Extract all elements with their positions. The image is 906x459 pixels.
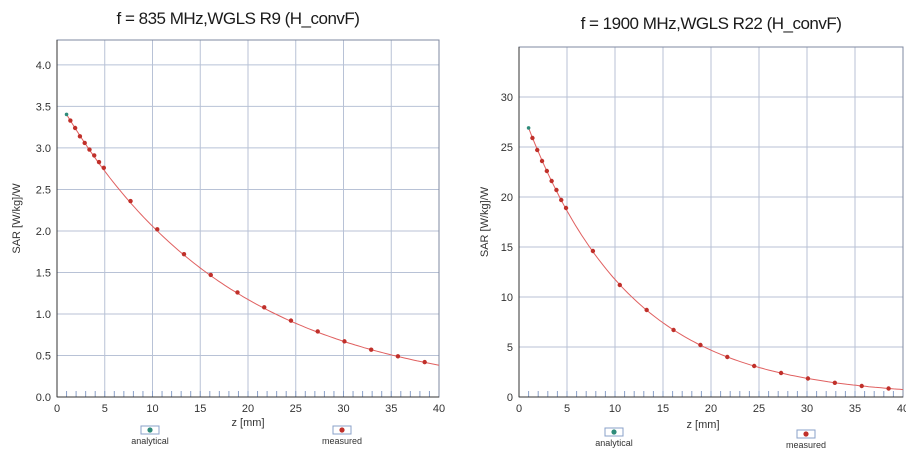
x-tick-label: 10 <box>146 403 158 415</box>
measured-point <box>617 282 622 288</box>
y-axis-label: SAR [W/kg]/W <box>479 186 491 257</box>
y-tick-label: 0 <box>507 392 513 404</box>
x-tick-label: 0 <box>516 403 522 415</box>
legend-measured: measured <box>786 429 826 450</box>
measured-point <box>128 198 133 204</box>
measured-point <box>554 187 559 193</box>
measured-point <box>859 383 864 389</box>
legend-analytical-label: analytical <box>595 438 633 448</box>
measured-point <box>315 329 320 334</box>
measured-point <box>563 205 569 211</box>
measured-point <box>342 339 347 344</box>
x-tick-label: 15 <box>657 403 669 415</box>
measured-point <box>155 227 160 232</box>
legend-analytical: analytical <box>131 425 169 446</box>
y-tick-label: 0.5 <box>36 350 51 362</box>
x-tick-label: 5 <box>564 403 570 415</box>
measured-point <box>671 327 676 333</box>
measured-point <box>77 134 83 139</box>
y-tick-label: 5 <box>507 342 513 354</box>
measured-point <box>96 159 102 165</box>
measured-point <box>698 342 703 348</box>
legend-measured-marker <box>339 427 345 433</box>
measured-point <box>92 153 97 158</box>
y-tick-label: 3.5 <box>36 101 51 113</box>
x-tick-label: 10 <box>609 403 621 415</box>
x-tick-label: 0 <box>54 403 60 415</box>
analytical-point <box>64 112 69 117</box>
y-tick-label: 15 <box>501 242 513 254</box>
x-tick-label: 25 <box>753 403 765 415</box>
measured-point <box>208 272 213 278</box>
y-tick-label: 10 <box>501 292 513 304</box>
legend-analytical-marker <box>611 429 617 435</box>
measured-point <box>422 359 427 365</box>
measured-point <box>886 386 891 391</box>
measured-point <box>778 370 784 376</box>
x-tick-label: 30 <box>801 403 813 415</box>
y-tick-label: 2.0 <box>36 226 51 238</box>
legend-measured-label: measured <box>322 436 362 446</box>
x-tick-label: 5 <box>102 403 108 415</box>
measured-point <box>535 147 540 153</box>
measured-point <box>530 135 535 141</box>
legend-measured-label: measured <box>786 440 826 450</box>
x-tick-label: 40 <box>897 403 906 415</box>
measured-point <box>72 125 78 131</box>
y-tick-label: 1.5 <box>36 267 51 279</box>
chart-1: f = 835 MHz,WGLS R9 (H_convF) 0 5 10 15 20 25 3… <box>11 9 445 446</box>
analytical-curve <box>528 127 904 391</box>
measured-point <box>832 380 838 385</box>
legend-measured: measured <box>322 425 362 446</box>
measured-point <box>101 165 106 171</box>
x-axis-label: z [mm] <box>232 417 265 429</box>
measured-point <box>539 158 545 164</box>
x-tick-label: 30 <box>337 403 349 415</box>
measured-point <box>262 305 267 310</box>
y-tick-label: 4.0 <box>36 60 51 72</box>
measured-point <box>805 376 811 381</box>
legend-analytical-label: analytical <box>131 436 169 446</box>
chart-2: f = 1900 MHz,WGLS R22 (H_convF) 0 5 10 15 20 2… <box>479 14 906 450</box>
measured-point <box>288 318 294 323</box>
measured-point <box>590 248 596 254</box>
y-tick-label: 25 <box>501 142 513 154</box>
measured-point <box>82 140 87 146</box>
x-tick-label: 35 <box>385 403 397 415</box>
chart-title: f = 835 MHz,WGLS R9 (H_convF) <box>117 9 360 28</box>
legend-measured-marker <box>803 431 809 437</box>
measured-point <box>752 363 757 369</box>
measured-point <box>559 197 564 203</box>
x-tick-label: 35 <box>849 403 861 415</box>
measured-point <box>368 347 374 352</box>
chart-title: f = 1900 MHz,WGLS R22 (H_convF) <box>581 14 842 33</box>
y-tick-label: 0.0 <box>36 392 51 404</box>
measured-point <box>87 147 92 152</box>
measured-point <box>725 354 730 360</box>
measured-point <box>549 178 554 184</box>
x-tick-label: 20 <box>242 403 254 415</box>
y-axis-label: SAR [W/kg]/W <box>11 183 23 254</box>
y-tick-label: 3.0 <box>36 143 51 155</box>
measured-point <box>395 354 401 359</box>
measured-point <box>68 118 73 123</box>
measured-point <box>181 252 187 257</box>
legend-analytical-marker <box>147 427 153 433</box>
measured-point <box>544 168 550 174</box>
x-tick-label: 15 <box>194 403 206 415</box>
x-tick-label: 25 <box>290 403 302 415</box>
y-tick-label: 1.0 <box>36 309 51 321</box>
measured-point <box>235 290 240 295</box>
x-tick-label: 40 <box>433 403 445 415</box>
x-tick-label: 20 <box>705 403 717 415</box>
x-axis-label: z [mm] <box>687 419 720 431</box>
measured-point <box>644 307 649 313</box>
y-tick-label: 2.5 <box>36 184 51 196</box>
analytical-point <box>526 126 531 130</box>
y-tick-label: 30 <box>501 92 513 104</box>
y-tick-label: 20 <box>501 192 513 204</box>
legend-analytical: analytical <box>595 427 633 448</box>
